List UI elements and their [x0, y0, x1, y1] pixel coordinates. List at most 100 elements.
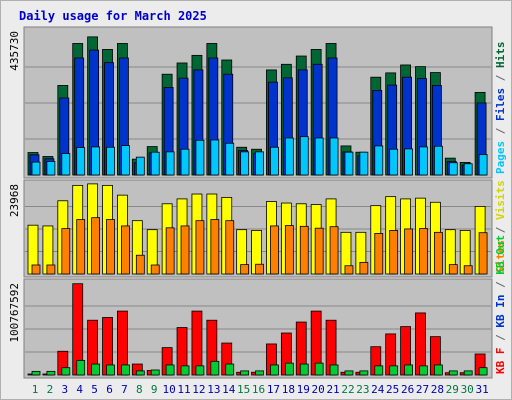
bar-pages-day-11 [180, 148, 190, 176]
bar-kb-out-day-22 [344, 370, 354, 376]
bar-pages-day-15 [240, 151, 250, 176]
panel-traffic-ymax-label: 100767592 [8, 283, 21, 343]
bar-pages-day-27 [419, 146, 428, 176]
legend-entry: / [494, 328, 507, 348]
bar-pages-day-26 [404, 148, 413, 176]
day-label: 3 [61, 383, 68, 396]
bar-kb-out-day-9 [150, 369, 160, 376]
day-label: 24 [371, 383, 385, 396]
chart-title: Daily usage for March 2025 [19, 9, 207, 23]
day-label: 17 [267, 383, 280, 396]
day-label: 20 [312, 383, 325, 396]
bar-sites-day-4 [76, 219, 86, 275]
day-label: 9 [151, 383, 158, 396]
legend-entry: Files [494, 88, 507, 121]
bar-kb-out-day-8 [135, 370, 145, 376]
bar-kb-out-day-26 [404, 364, 413, 376]
panel-traffic: 100767592 KB F / KB In / KB Out [8, 235, 507, 379]
bar-kb-out-day-24 [374, 365, 384, 376]
bar-sites-day-31 [478, 232, 488, 275]
bar-kb-f-day-12 [191, 310, 203, 376]
day-label: 8 [136, 383, 143, 396]
legend-entry: Hits [494, 42, 507, 69]
day-label: 11 [177, 383, 190, 396]
bar-kb-out-day-16 [255, 370, 264, 376]
bar-sites-day-25 [389, 230, 399, 275]
day-label: 31 [475, 383, 488, 396]
series-pages [31, 136, 488, 176]
bar-pages-day-5 [91, 146, 101, 176]
bar-sites-day-23 [359, 261, 369, 275]
day-label: 27 [416, 383, 429, 396]
bar-kb-out-day-5 [91, 363, 101, 376]
bar-sites-day-19 [299, 225, 309, 275]
day-label: 30 [461, 383, 474, 396]
bar-kb-out-day-4 [76, 359, 86, 376]
bar-sites-day-8 [135, 254, 145, 275]
bar-kb-out-day-20 [314, 362, 324, 376]
bar-sites-day-24 [374, 233, 384, 275]
day-label: 14 [222, 383, 236, 396]
bar-kb-out-day-21 [329, 364, 339, 376]
day-label: 18 [282, 383, 295, 396]
bar-sites-day-27 [419, 228, 428, 275]
day-label: 5 [91, 383, 98, 396]
series-kb-out [31, 359, 488, 376]
bar-pages-day-29 [448, 162, 458, 176]
day-label: 19 [297, 383, 310, 396]
day-label: 29 [446, 383, 459, 396]
bar-sites-day-16 [255, 263, 264, 275]
legend-entry: Sites [494, 240, 507, 273]
bar-sites-day-5 [91, 217, 101, 275]
panel-visitors: 23968 Sites / Visits [8, 179, 507, 278]
bar-sites-day-15 [240, 264, 250, 275]
bar-pages-day-21 [329, 137, 339, 176]
bar-sites-day-18 [284, 225, 294, 275]
day-label: 12 [192, 383, 205, 396]
bar-sites-day-22 [344, 265, 354, 275]
bar-pages-day-14 [225, 142, 235, 176]
day-label: 1 [32, 383, 39, 396]
bar-sites-day-26 [404, 228, 413, 275]
bar-pages-day-9 [150, 151, 160, 176]
legend-entry: / [494, 68, 507, 88]
bar-kb-out-day-10 [165, 364, 175, 376]
series-kb-f [27, 283, 486, 376]
chart-panels: 435730 Pages / Files / Hits 23968 Sites / V… [8, 26, 507, 379]
bar-kb-out-day-29 [448, 370, 458, 376]
bar-sites-day-1 [31, 264, 41, 275]
day-label: 26 [401, 383, 414, 396]
legend-entry: Visits [494, 180, 507, 220]
panel-visitors-ymax-label: 23968 [8, 184, 21, 217]
day-label: 21 [326, 383, 339, 396]
legend-entry: KB In [494, 295, 507, 328]
bar-kb-out-day-1 [31, 370, 41, 376]
bar-sites-day-29 [448, 264, 458, 275]
legend-entry: KB F [494, 348, 507, 375]
bar-sites-day-2 [46, 264, 56, 275]
day-label: 16 [252, 383, 265, 396]
bar-kb-out-day-18 [284, 362, 294, 376]
day-label: 23 [356, 383, 369, 396]
day-label: 22 [341, 383, 354, 396]
bar-pages-day-19 [299, 136, 309, 176]
panel-traffic-legend: KB F / KB In / KB Out [494, 235, 507, 374]
bar-kb-out-day-7 [121, 364, 130, 376]
legend-entry: Pages [494, 141, 507, 174]
bar-sites-day-11 [180, 225, 190, 275]
bar-pages-day-31 [478, 154, 488, 176]
bar-sites-day-3 [61, 228, 71, 275]
bar-pages-day-20 [314, 137, 324, 176]
bar-sites-day-30 [463, 265, 473, 275]
day-label: 10 [163, 383, 176, 396]
legend-entry: KB Out [494, 235, 507, 275]
bar-pages-day-6 [106, 146, 115, 176]
bar-kb-out-day-17 [270, 364, 279, 376]
bar-kb-out-day-12 [195, 365, 205, 376]
bar-sites-day-6 [106, 219, 115, 275]
day-label: 4 [76, 383, 83, 396]
bar-kb-out-day-13 [210, 360, 220, 376]
bar-kb-out-day-14 [225, 363, 235, 376]
bar-kb-out-day-30 [463, 370, 473, 376]
